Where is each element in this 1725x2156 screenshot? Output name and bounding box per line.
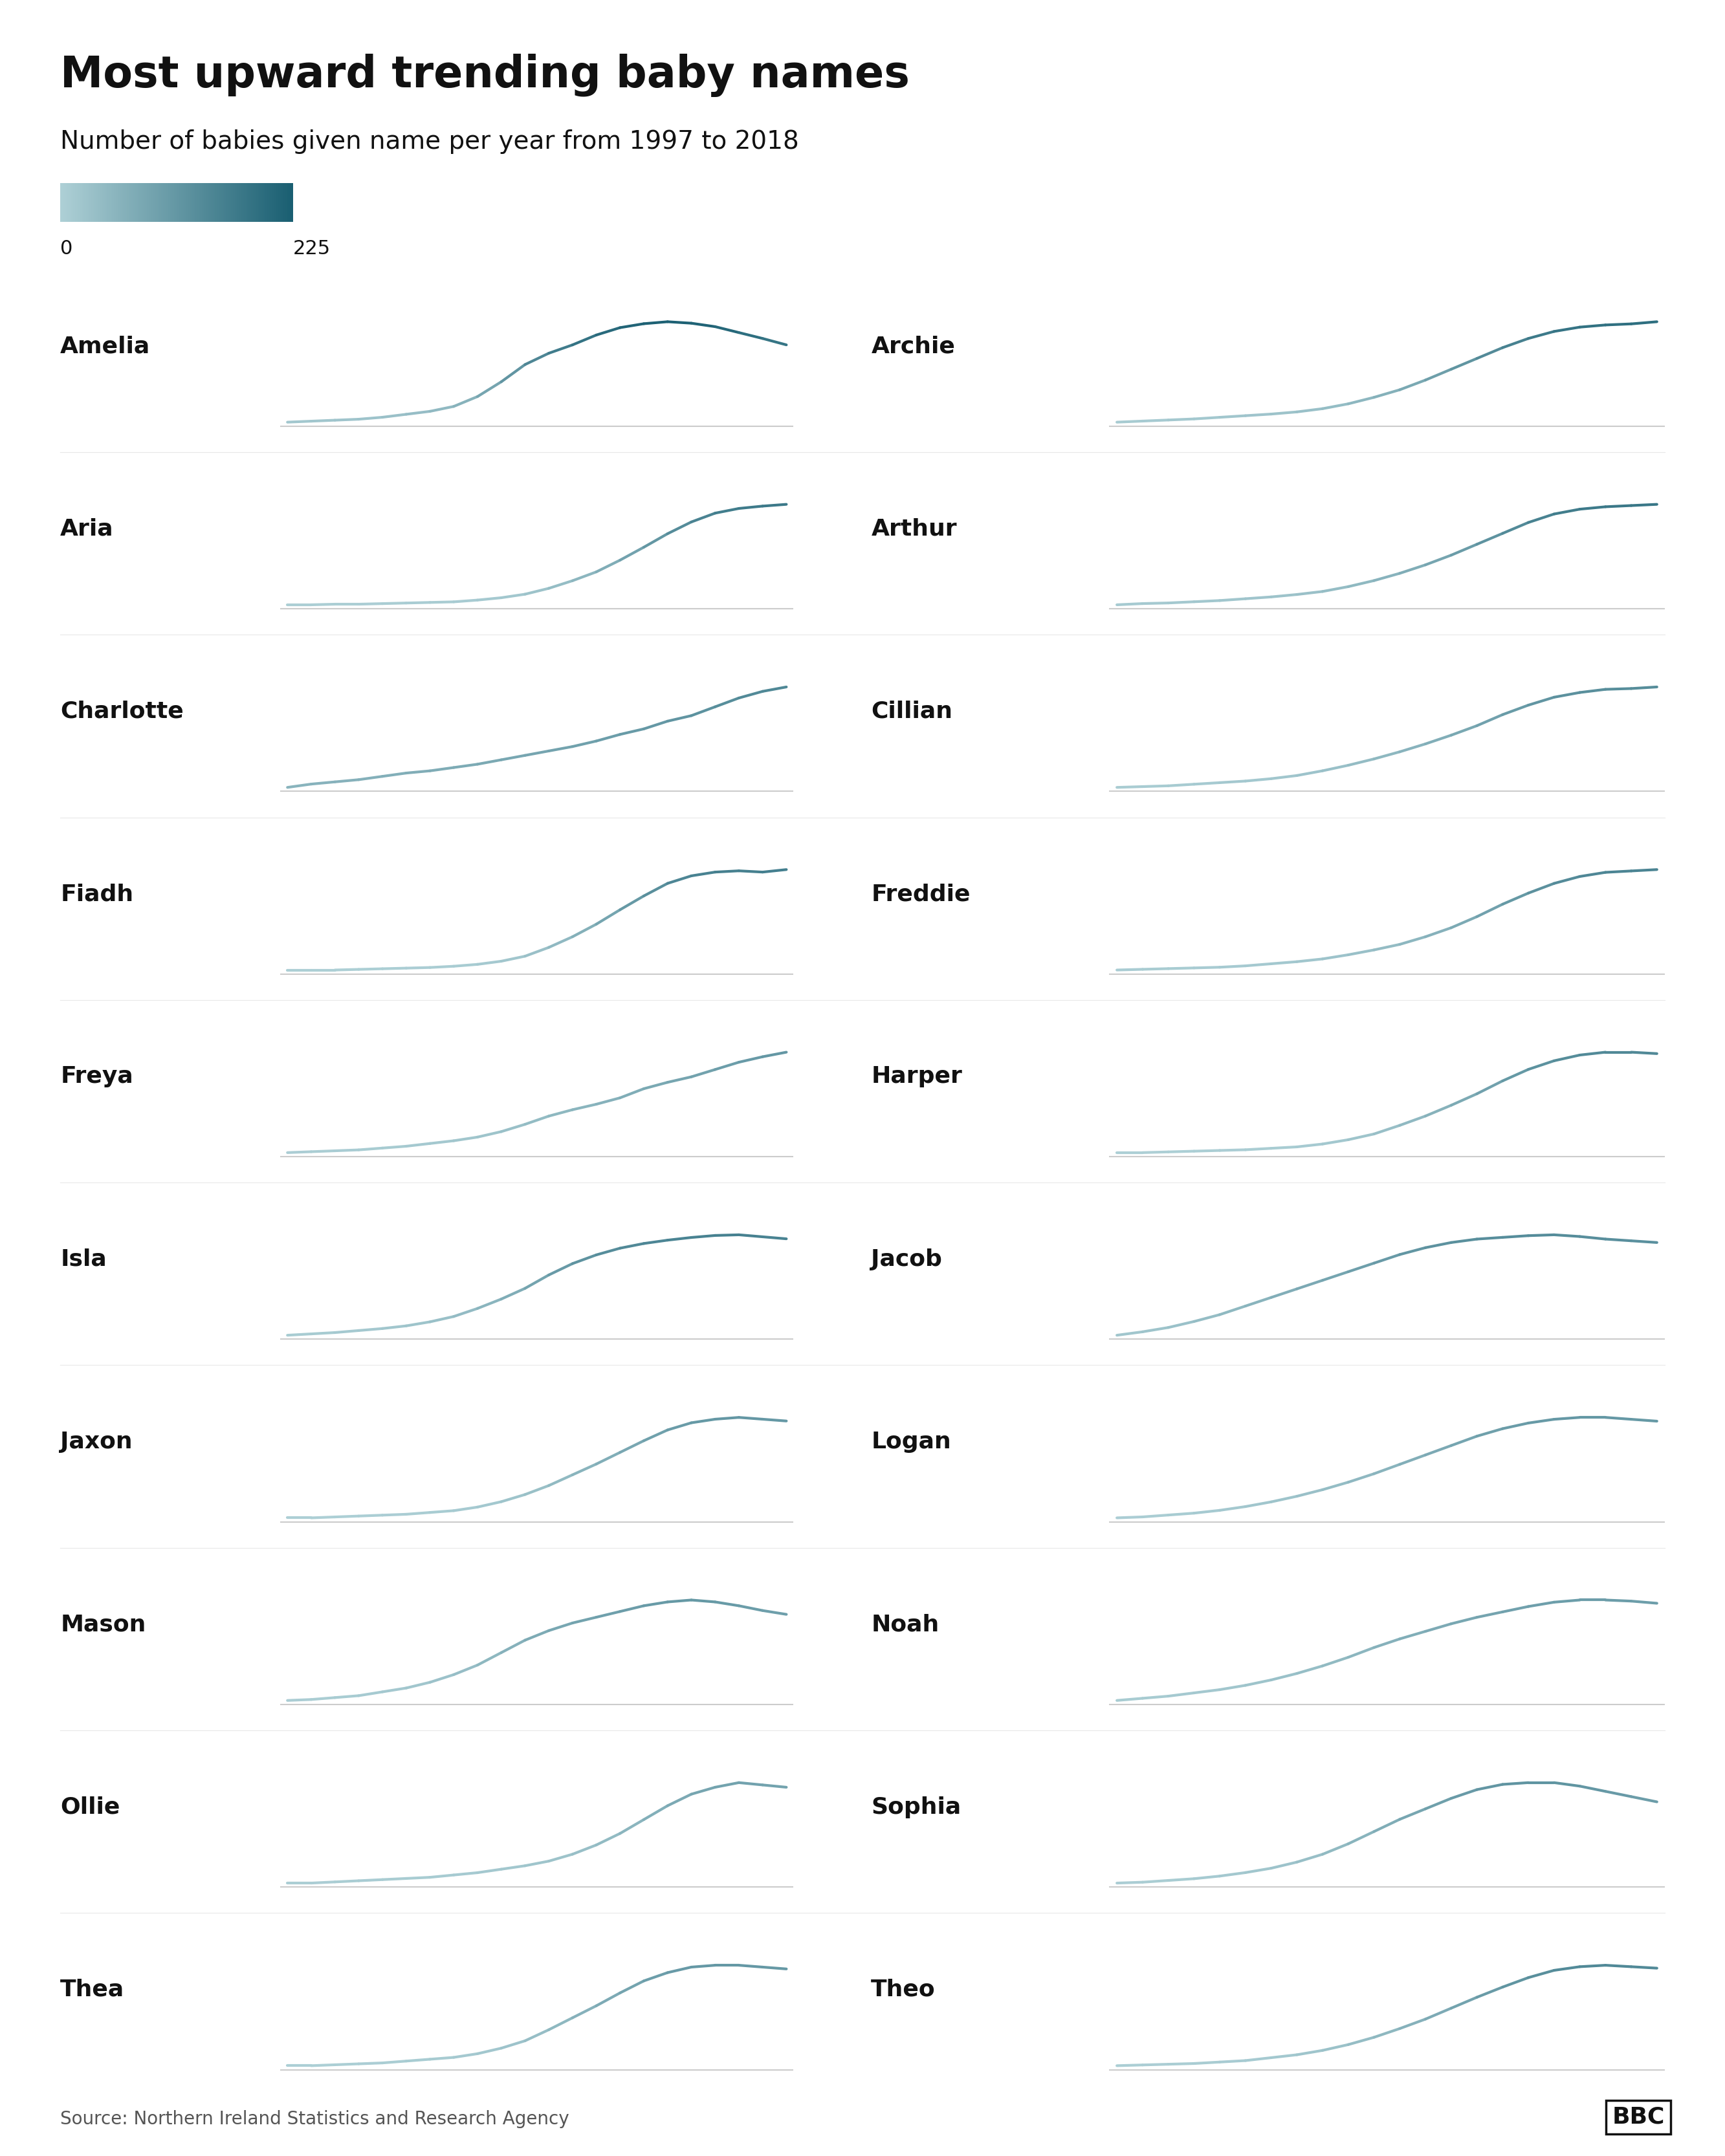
Text: Isla: Isla xyxy=(60,1248,107,1270)
Text: Mason: Mason xyxy=(60,1613,147,1636)
Text: Amelia: Amelia xyxy=(60,334,150,358)
Text: Charlotte: Charlotte xyxy=(60,701,185,722)
Text: Source: Northern Ireland Statistics and Research Agency: Source: Northern Ireland Statistics and … xyxy=(60,2111,569,2128)
Text: Sophia: Sophia xyxy=(871,1796,961,1818)
Text: BBC: BBC xyxy=(1611,2106,1665,2128)
Text: Aria: Aria xyxy=(60,517,114,539)
Text: Archie: Archie xyxy=(871,334,956,358)
Text: 225: 225 xyxy=(293,239,331,259)
Text: 0: 0 xyxy=(60,239,72,259)
Text: Ollie: Ollie xyxy=(60,1796,121,1818)
Text: Cillian: Cillian xyxy=(871,701,952,722)
Text: Harper: Harper xyxy=(871,1065,963,1087)
Text: Theo: Theo xyxy=(871,1979,935,2001)
Text: Noah: Noah xyxy=(871,1613,938,1636)
Text: Jacob: Jacob xyxy=(871,1248,942,1270)
Text: Logan: Logan xyxy=(871,1432,950,1453)
Text: Arthur: Arthur xyxy=(871,517,957,539)
Text: Fiadh: Fiadh xyxy=(60,884,133,906)
Text: Thea: Thea xyxy=(60,1979,124,2001)
Text: Freya: Freya xyxy=(60,1065,133,1087)
Text: Most upward trending baby names: Most upward trending baby names xyxy=(60,54,909,97)
Text: Jaxon: Jaxon xyxy=(60,1432,133,1453)
Text: Number of babies given name per year from 1997 to 2018: Number of babies given name per year fro… xyxy=(60,129,799,153)
Text: Freddie: Freddie xyxy=(871,884,971,906)
